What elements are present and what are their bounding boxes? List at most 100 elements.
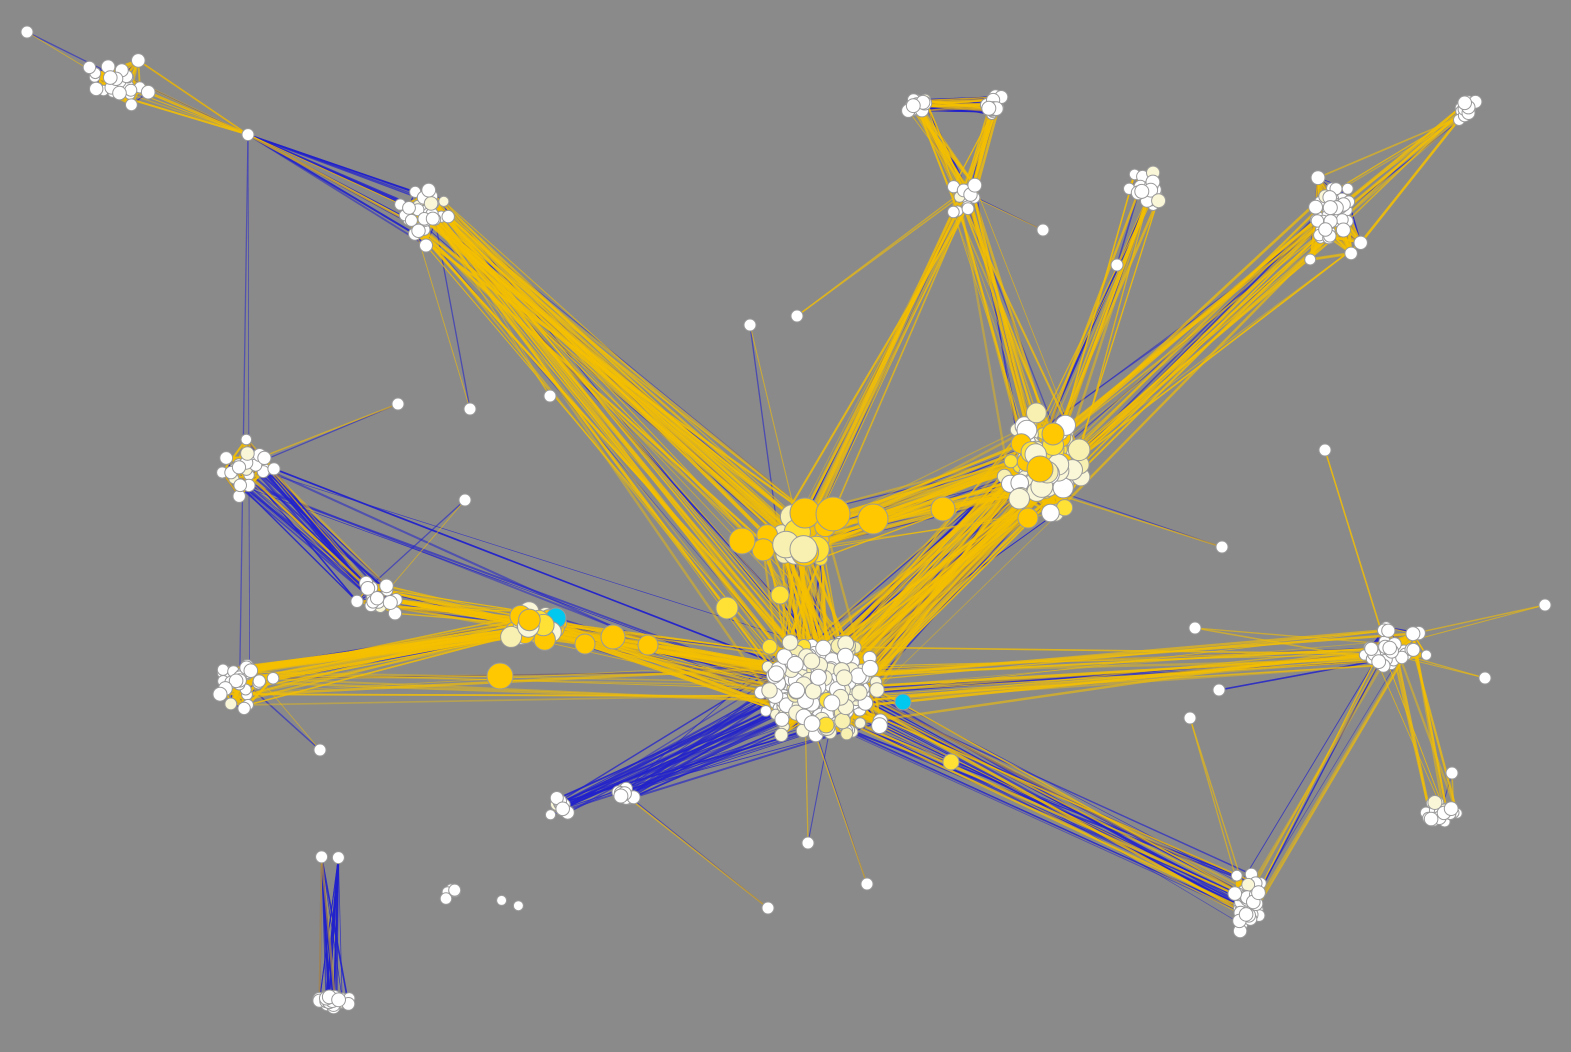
graph-node-hub[interactable]	[770, 585, 790, 605]
graph-node[interactable]	[1110, 258, 1124, 272]
graph-node-hub[interactable]	[789, 497, 821, 529]
graph-node[interactable]	[228, 673, 244, 689]
graph-node[interactable]	[1318, 443, 1332, 457]
graph-node[interactable]	[463, 402, 477, 416]
graph-node[interactable]	[1026, 402, 1047, 424]
graph-node[interactable]	[224, 697, 238, 711]
graph-node[interactable]	[240, 446, 255, 461]
graph-node[interactable]	[82, 60, 97, 75]
graph-node[interactable]	[1318, 222, 1333, 237]
graph-node[interactable]	[803, 715, 821, 732]
graph-node[interactable]	[1188, 621, 1202, 635]
graph-node[interactable]	[871, 717, 888, 735]
graph-node[interactable]	[786, 655, 804, 673]
graph-node[interactable]	[1304, 253, 1317, 266]
graph-node[interactable]	[1212, 683, 1226, 697]
graph-node[interactable]	[438, 195, 450, 207]
graph-node[interactable]	[315, 850, 329, 864]
graph-node[interactable]	[854, 717, 867, 729]
graph-node[interactable]	[1457, 95, 1472, 111]
graph-node[interactable]	[967, 177, 983, 193]
graph-node[interactable]	[801, 836, 815, 850]
graph-node[interactable]	[1371, 654, 1387, 669]
graph-node[interactable]	[751, 538, 775, 562]
graph-node[interactable]	[89, 81, 104, 97]
graph-node[interactable]	[1364, 641, 1379, 656]
graph-node[interactable]	[425, 211, 440, 226]
graph-node[interactable]	[1341, 182, 1354, 195]
graph-node[interactable]	[837, 647, 854, 665]
graph-node[interactable]	[809, 668, 827, 686]
graph-node[interactable]	[243, 663, 259, 679]
graph-node[interactable]	[1151, 193, 1167, 209]
graph-node[interactable]	[512, 900, 524, 912]
graph-node[interactable]	[212, 686, 228, 702]
graph-node[interactable]	[257, 450, 272, 465]
graph-node[interactable]	[350, 594, 364, 609]
graph-node[interactable]	[1353, 235, 1368, 251]
graph-node[interactable]	[411, 223, 426, 239]
graph-node[interactable]	[1344, 246, 1358, 261]
graph-node[interactable]	[231, 460, 247, 475]
graph-node[interactable]	[1381, 623, 1396, 638]
graph-node[interactable]	[1230, 869, 1243, 882]
graph-node[interactable]	[1405, 626, 1421, 642]
graph-node[interactable]	[1227, 886, 1243, 901]
graph-node-hub[interactable]	[930, 496, 956, 522]
graph-node[interactable]	[1445, 766, 1459, 780]
graph-node[interactable]	[267, 462, 281, 476]
graph-node-hub[interactable]	[715, 596, 739, 620]
graph-node[interactable]	[103, 70, 118, 85]
graph-node-hub[interactable]	[1041, 422, 1065, 446]
graph-node[interactable]	[947, 205, 960, 219]
graph-node[interactable]	[1406, 642, 1421, 657]
graph-node-hub[interactable]	[600, 624, 626, 650]
graph-node[interactable]	[458, 493, 472, 507]
graph-node[interactable]	[790, 309, 804, 323]
graph-node[interactable]	[761, 901, 775, 915]
graph-node[interactable]	[861, 659, 879, 677]
graph-node[interactable]	[124, 98, 138, 112]
graph-node[interactable]	[544, 809, 557, 821]
graph-node[interactable]	[421, 182, 437, 198]
graph-node[interactable]	[961, 202, 975, 216]
graph-node[interactable]	[1041, 503, 1060, 523]
graph-node[interactable]	[379, 578, 394, 594]
graph-node[interactable]	[1067, 438, 1091, 462]
graph-node[interactable]	[803, 652, 821, 670]
graph-node[interactable]	[382, 595, 398, 610]
graph-node-hub[interactable]	[894, 693, 912, 711]
graph-node-hub[interactable]	[942, 753, 960, 771]
graph-node[interactable]	[767, 665, 785, 683]
graph-node[interactable]	[1382, 640, 1397, 656]
graph-node[interactable]	[549, 791, 564, 805]
graph-node[interactable]	[313, 743, 327, 757]
graph-node[interactable]	[788, 681, 806, 699]
graph-node[interactable]	[131, 53, 146, 68]
graph-node[interactable]	[496, 894, 508, 906]
graph-node-hub[interactable]	[815, 496, 851, 532]
graph-node[interactable]	[439, 892, 453, 905]
graph-node[interactable]	[613, 788, 629, 804]
graph-node[interactable]	[20, 25, 34, 39]
graph-node[interactable]	[869, 682, 885, 698]
graph-node[interactable]	[1443, 801, 1459, 816]
graph-node[interactable]	[112, 85, 127, 101]
graph-node[interactable]	[1183, 711, 1197, 725]
graph-node[interactable]	[981, 100, 997, 116]
graph-node-hub[interactable]	[857, 503, 889, 535]
graph-node[interactable]	[331, 992, 347, 1008]
node-layer[interactable]	[20, 25, 1552, 1015]
graph-node[interactable]	[789, 535, 818, 564]
graph-node[interactable]	[448, 883, 462, 897]
graph-node[interactable]	[1322, 200, 1338, 216]
graph-node[interactable]	[555, 801, 571, 817]
graph-node[interactable]	[1215, 540, 1229, 554]
graph-node-hub[interactable]	[574, 633, 596, 655]
graph-node[interactable]	[140, 84, 156, 100]
graph-node[interactable]	[1538, 598, 1552, 612]
graph-node[interactable]	[216, 663, 230, 676]
graph-node[interactable]	[500, 625, 523, 648]
graph-node-hub[interactable]	[637, 634, 659, 656]
